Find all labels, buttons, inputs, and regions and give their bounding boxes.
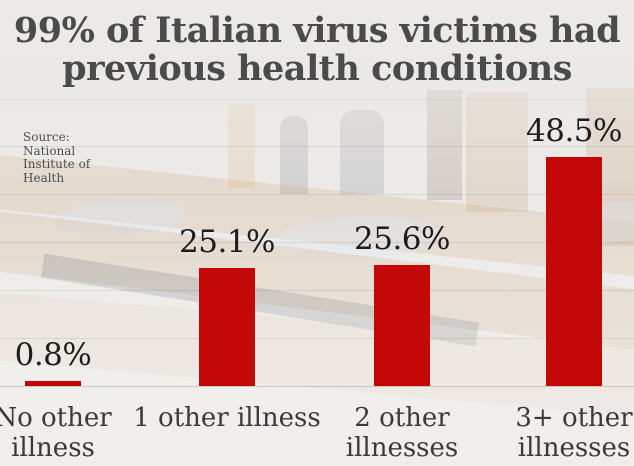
- gridline: [0, 242, 634, 243]
- category-label: 1 other illness: [107, 403, 347, 433]
- gridline: [0, 290, 634, 291]
- gridline: [0, 146, 634, 147]
- bar-3: [374, 265, 430, 386]
- x-axis-baseline: [0, 386, 634, 387]
- category-label-line: illnesses: [345, 433, 459, 463]
- gridline: [0, 338, 634, 339]
- bar-value-label: 48.5%: [526, 113, 622, 149]
- category-label-line: illness: [11, 433, 95, 463]
- bar-4: [546, 157, 602, 386]
- category-label-line: 3+ other: [515, 403, 633, 433]
- category-label: 3+ other illnesses: [454, 403, 634, 463]
- gridline: [0, 194, 634, 195]
- bar-value-label: 0.8%: [14, 337, 92, 373]
- bar-2: [199, 268, 255, 386]
- category-label-line: illnesses: [517, 433, 631, 463]
- category-label-line: 2 other: [354, 403, 450, 433]
- category-label-line: No other: [0, 403, 112, 433]
- chart-title: 99% of Italian virus victims had previou…: [13, 10, 621, 89]
- category-label: No other illness: [0, 403, 173, 463]
- category-label-line: 1 other illness: [133, 403, 321, 433]
- bar-value-label: 25.1%: [179, 224, 275, 260]
- source-note: Source: National Institute of Health: [23, 130, 91, 185]
- bar-value-label: 25.6%: [354, 221, 450, 257]
- bar-1: [25, 381, 81, 386]
- category-label: 2 other illnesses: [282, 403, 522, 463]
